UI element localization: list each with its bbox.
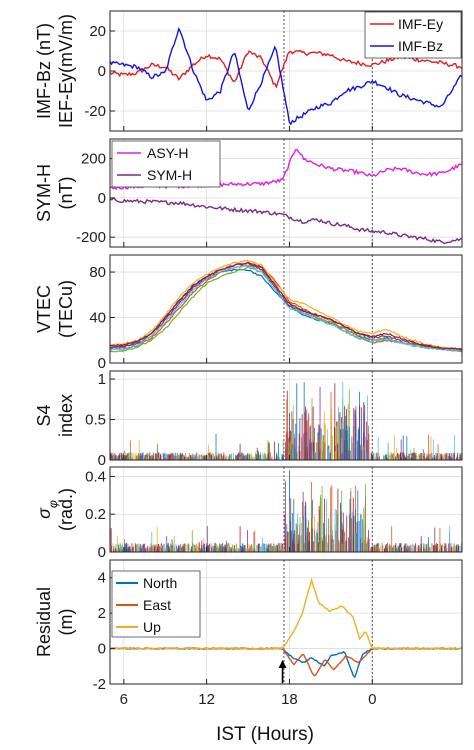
series-vtec-3 <box>109 261 463 351</box>
y-tick-label: 200 <box>81 151 106 168</box>
panel-residual: -2 0 2 4 Residual (m) <box>34 559 463 693</box>
plot-area-vtec <box>110 255 462 363</box>
series-vtec-2 <box>109 259 463 351</box>
sym-legend: ASY-H SYM-H <box>111 140 221 188</box>
series-imf-bz <box>109 26 463 126</box>
axis-frame-vtec <box>109 254 463 364</box>
y-axis-label: Residual <box>34 587 54 657</box>
y-axis-label: IEF-Ey(mV/m) <box>56 14 76 128</box>
y-tick-label: 80 <box>89 264 106 281</box>
y-tick-label: 40 <box>89 310 106 327</box>
y-tick-label: 0 <box>98 544 106 561</box>
axis-frame-residual <box>109 559 463 685</box>
y-tick-label: 0.5 <box>85 412 106 429</box>
series-up <box>109 577 463 651</box>
x-tick-label: 18 <box>281 691 298 708</box>
y-tick-label: 20 <box>89 23 106 40</box>
y-tick-label: 0.2 <box>85 506 106 523</box>
axis-frame-s4 <box>109 370 463 461</box>
plot-area-sigma <box>110 467 462 552</box>
legend-label-up: Up <box>143 619 161 635</box>
panel-vtec: 0 40 80 VTEC (TECu) <box>34 254 463 372</box>
x-tick-label: 0 <box>368 691 376 708</box>
residual-legend: North East Up <box>111 570 201 638</box>
y-tick-label: 0 <box>98 355 106 372</box>
y-tick-label: 4 <box>98 570 106 587</box>
legend-label-east: East <box>143 597 171 613</box>
y-axis-label: index <box>56 394 76 437</box>
series-vtec-6 <box>109 261 463 351</box>
y-axis-label: (nT) <box>56 177 76 210</box>
y-axis-label: S4 <box>34 404 54 426</box>
y-axis-label: IMF-Bz (nT) <box>34 23 54 119</box>
y-axis-label: (TECu) <box>56 280 76 338</box>
onset-arrow-head <box>278 659 287 668</box>
legend-label-sym-h: SYM-H <box>147 167 192 183</box>
imf-legend: IMF-Ey IMF-Bz <box>364 11 462 59</box>
y-axis-label: VTEC <box>34 285 54 333</box>
legend-label-imf-bz: IMF-Bz <box>398 38 443 54</box>
series-vtec-5 <box>109 264 463 352</box>
y-tick-label: 2 <box>98 605 106 622</box>
x-axis-label: IST (Hours) <box>216 724 314 745</box>
y-axis-label: (m) <box>56 609 76 636</box>
axis-frame-sym <box>109 138 463 248</box>
y-tick-label: 0 <box>98 641 106 658</box>
legend-label-north: North <box>143 575 177 591</box>
legend-label-asy-h: ASY-H <box>147 145 189 161</box>
y-tick-label: -20 <box>84 103 106 120</box>
panel-sigma: 00.20.4σφ(rad.) <box>34 466 463 561</box>
y-tick-label: 0.4 <box>85 468 106 485</box>
panel-s4: 0 0.5 1 S4 index <box>34 370 463 469</box>
y-tick-label: -2 <box>93 676 106 693</box>
y-tick-label: 0 <box>98 452 106 469</box>
series-sym-h <box>109 197 462 245</box>
y-tick-label: 0 <box>98 190 106 207</box>
y-axis-label: (rad.) <box>56 488 76 531</box>
y-axis-label-subscript: φ <box>46 500 60 508</box>
y-axis-label: SYM-H <box>34 164 54 222</box>
x-tick-label: 12 <box>198 691 215 708</box>
axis-frame-sigma <box>109 466 463 553</box>
y-tick-label: 0 <box>98 63 106 80</box>
x-tick-label: 6 <box>120 691 128 708</box>
y-tick-label: -200 <box>76 229 106 246</box>
legend-label-imf-ey: IMF-Ey <box>398 16 443 32</box>
y-tick-label: 1 <box>98 371 106 388</box>
